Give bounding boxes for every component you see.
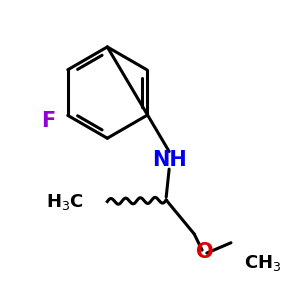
Text: H$_3$C: H$_3$C [46,191,84,212]
Text: F: F [41,111,56,130]
Text: NH: NH [152,150,187,170]
Text: O: O [196,242,213,262]
Text: CH$_3$: CH$_3$ [244,254,282,273]
